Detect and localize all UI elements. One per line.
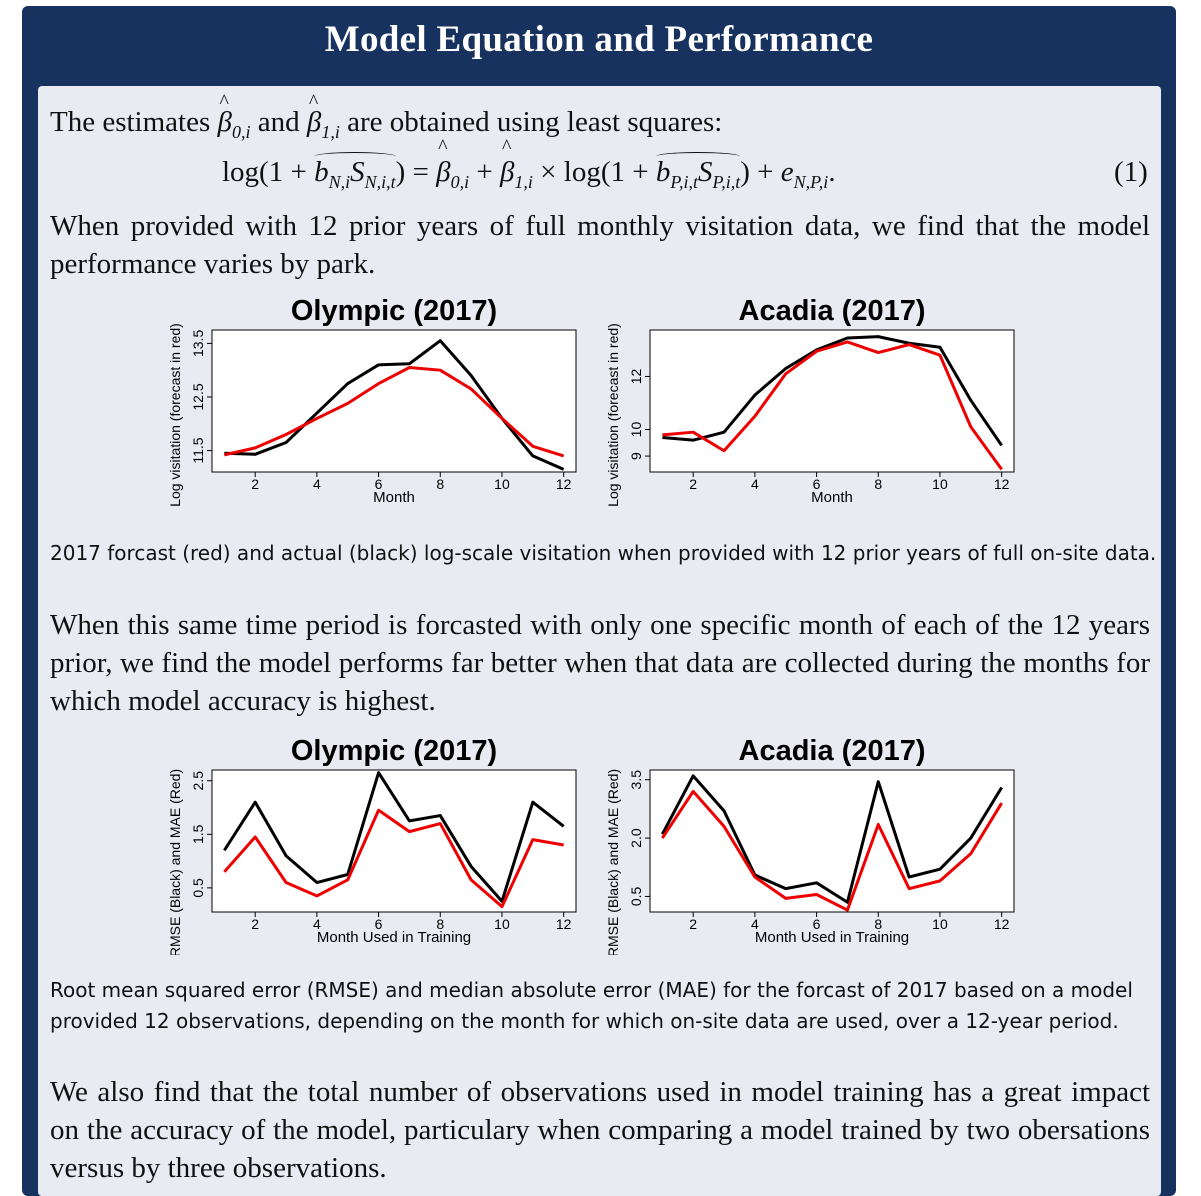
x-tick-label: 8 (436, 476, 444, 492)
x-tick-label: 10 (932, 916, 948, 932)
x-tick-label: 2 (689, 476, 697, 492)
model-equation: log(1 + bN,iSN,i,t) = β0,i + β1,i × log(… (222, 136, 982, 193)
y-tick-label: 10 (628, 422, 644, 438)
y-tick-label: 2.0 (628, 828, 644, 848)
x-tick-label: 2 (251, 916, 259, 932)
paragraph-2: When this same time period is forcasted … (50, 609, 1150, 717)
x-tick-label: 8 (874, 476, 882, 492)
x-tick-label: 8 (874, 916, 882, 932)
x-tick-label: 12 (556, 476, 572, 492)
series-line-black (223, 771, 565, 903)
y-axis-label: Log visitation (forecast in red) (167, 323, 183, 507)
x-tick-label: 12 (556, 916, 572, 932)
series-line-red (224, 366, 565, 458)
caption-2: Root mean squared error (RMSE) and media… (50, 978, 1133, 1033)
plot-area (649, 329, 1015, 473)
beta0-symbol: β (218, 83, 232, 141)
plot-area (211, 769, 577, 913)
plot-area (649, 769, 1015, 913)
y-tick-label: 1.5 (190, 824, 206, 844)
x-tick-label: 4 (751, 916, 759, 932)
series-line-black (662, 335, 1003, 447)
y-tick-label: 12.5 (190, 383, 206, 410)
chart-acadia-error: Acadia (2017) 2 4 6 8 10 12 0.5 2.0 3.5 Month Used… (605, 735, 1015, 955)
y-tick-label: 3.5 (628, 770, 644, 790)
x-tick-label: 10 (494, 916, 510, 932)
chart-acadia-visitation: Acadia (2017) 2 4 6 8 10 12 9 10 12 Month Log visit… (605, 295, 1015, 507)
x-tick-label: 6 (375, 916, 383, 932)
x-tick-label: 4 (313, 476, 321, 492)
x-tick-label: 4 (751, 476, 759, 492)
y-axis-label: Log visitation (forecast in red) (605, 323, 621, 507)
x-axis-label: Month (811, 489, 853, 506)
series-line-red (223, 808, 564, 909)
beta1-symbol: β (307, 83, 321, 141)
chart-title: Acadia (2017) (739, 295, 926, 327)
caption-1: 2017 forcast (red) and actual (black) lo… (50, 541, 1157, 565)
x-axis-label: Month (373, 489, 415, 506)
y-tick-label: 2.5 (190, 771, 206, 791)
x-tick-label: 12 (994, 916, 1010, 932)
y-tick-label: 0.5 (628, 886, 644, 906)
x-tick-label: 2 (689, 916, 697, 932)
x-tick-label: 2 (251, 476, 259, 492)
equation-number: (1) (1114, 156, 1148, 188)
content-panel (38, 86, 1161, 1196)
y-axis-label: RMSE (Black) and MAE (Red) (167, 769, 183, 955)
chart-olympic-visitation: Olympic (2017) 2 4 6 8 10 12 11.5 12.5 13.5 Month L… (167, 295, 577, 507)
x-tick-label: 6 (813, 476, 821, 492)
chart-olympic-error: Olympic (2017) 2 4 6 8 10 12 0.5 1.5 2.5 Month Use… (167, 735, 577, 955)
series-line-red (662, 340, 1003, 471)
section-title: Model Equation and Performance (324, 19, 874, 60)
y-tick-label: 12 (628, 368, 644, 384)
y-tick-label: 11.5 (190, 437, 206, 463)
x-tick-label: 6 (813, 916, 821, 932)
y-tick-label: 9 (628, 452, 644, 460)
x-tick-label: 4 (313, 916, 321, 932)
x-tick-label: 12 (994, 476, 1010, 492)
x-tick-label: 6 (375, 476, 383, 492)
chart-title: Olympic (2017) (291, 735, 497, 767)
chart-title: Olympic (2017) (291, 295, 497, 327)
chart-title: Acadia (2017) (739, 735, 926, 767)
y-tick-label: 13.5 (190, 330, 206, 357)
series-line-red (661, 789, 1003, 912)
x-tick-label: 10 (494, 476, 510, 492)
intro-text: The estimates β0,i and β1,i are obtained… (50, 83, 1150, 151)
x-tick-label: 8 (436, 916, 444, 932)
x-tick-label: 10 (932, 476, 948, 492)
x-axis-label: Month Used in Training (755, 929, 909, 946)
y-axis-label: RMSE (Black) and MAE (Red) (605, 769, 621, 955)
paragraph-3: We also find that the total number of ob… (50, 1076, 1150, 1184)
series-line-black (661, 774, 1003, 904)
paragraph-1: When provided with 12 prior years of ful… (50, 210, 1150, 280)
x-axis-label: Month Used in Training (317, 929, 471, 946)
y-tick-label: 0.5 (190, 878, 206, 898)
